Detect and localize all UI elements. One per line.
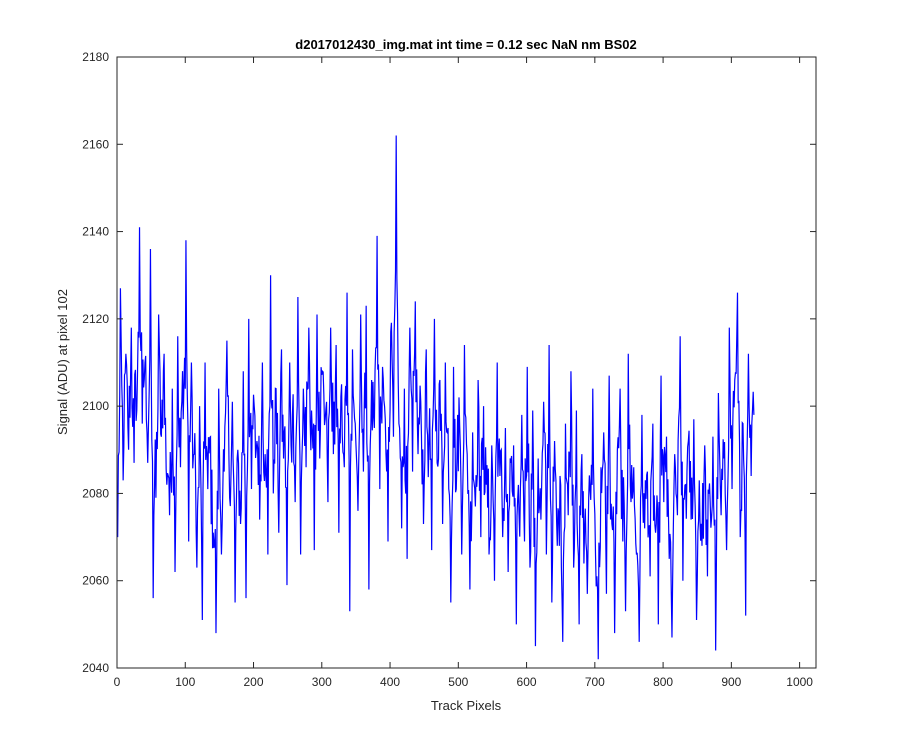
x-tick-label: 200 xyxy=(244,675,264,689)
x-tick-label: 300 xyxy=(312,675,332,689)
axes-box xyxy=(116,56,817,669)
x-axis-label: Track Pixels xyxy=(431,698,502,713)
y-axis-label: Signal (ADU) at pixel 102 xyxy=(55,289,70,435)
series-line xyxy=(117,135,755,660)
x-tick-label: 400 xyxy=(380,675,400,689)
x-tick-label: 500 xyxy=(448,675,468,689)
x-tick-label: 1000 xyxy=(786,675,813,689)
x-tick-label: 800 xyxy=(653,675,673,689)
y-tick-label: 2040 xyxy=(82,661,109,675)
x-tick-label: 700 xyxy=(585,675,605,689)
y-tick-label: 2160 xyxy=(82,137,109,151)
axes-background xyxy=(117,57,816,668)
y-tick-label: 2080 xyxy=(82,486,109,500)
y-tick-label: 2120 xyxy=(82,312,109,326)
x-tick-label: 900 xyxy=(721,675,741,689)
y-tick-label: 2140 xyxy=(82,225,109,239)
y-tick-label: 2060 xyxy=(82,574,109,588)
chart-title: d2017012430_img.mat int time = 0.12 sec … xyxy=(295,37,636,52)
x-tick-label: 100 xyxy=(175,675,195,689)
y-axis-ticks: 2040 2060 2080 2100 2120 2140 2160 2180 xyxy=(82,50,816,675)
x-tick-label: 0 xyxy=(114,675,121,689)
series-layer xyxy=(117,135,755,660)
x-axis-ticks: 0 100 200 300 400 500 600 700 800 900 1000 xyxy=(114,57,813,689)
x-tick-label: 600 xyxy=(517,675,537,689)
y-tick-label: 2180 xyxy=(82,50,109,64)
y-tick-label: 2100 xyxy=(82,399,109,413)
